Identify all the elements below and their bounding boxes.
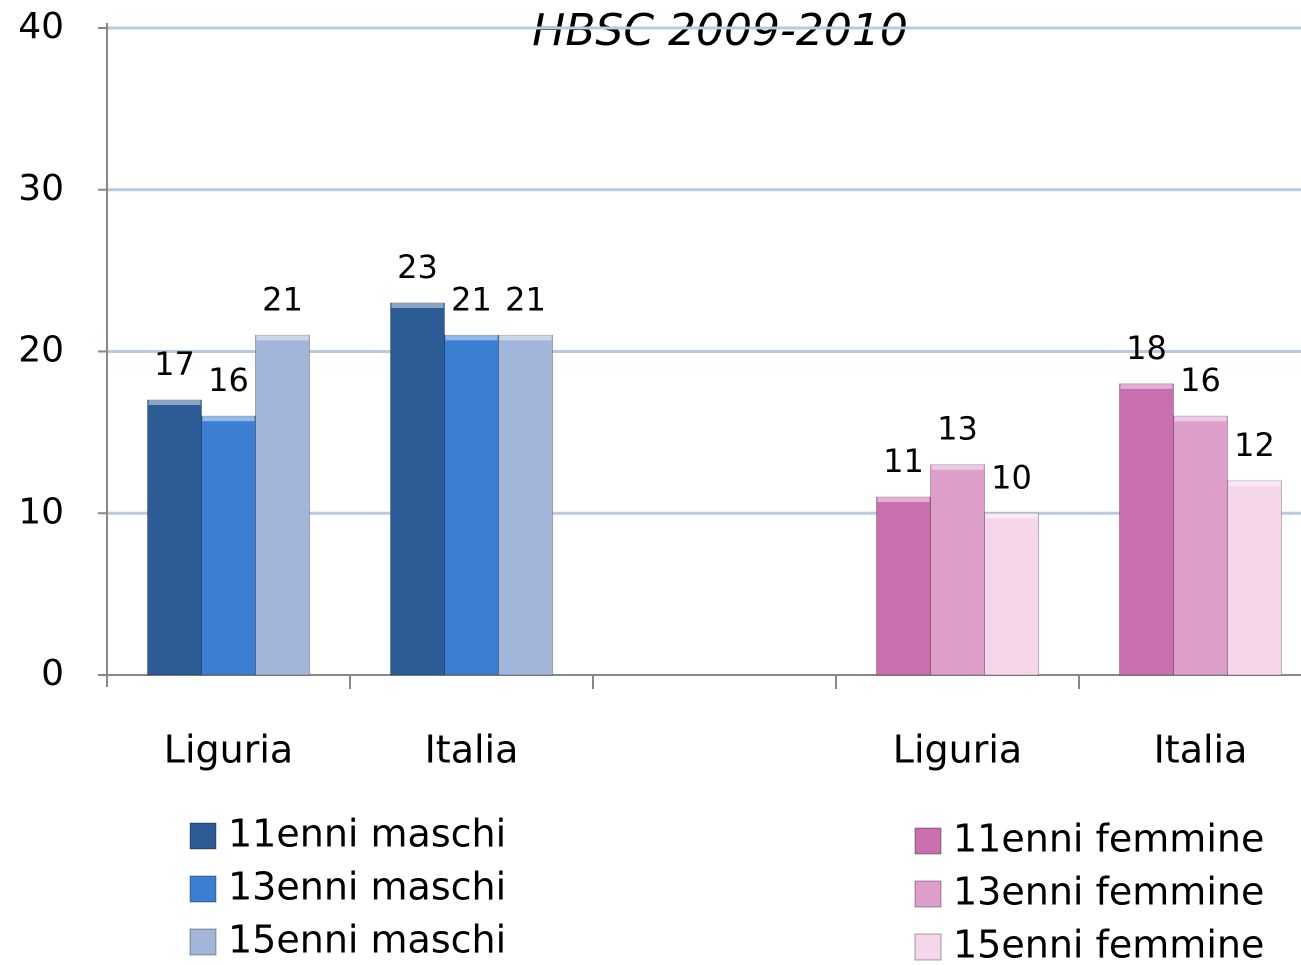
bar-top [1174, 416, 1227, 422]
chart-title: HBSC 2009-2010 [532, 5, 908, 56]
legend-swatch [189, 875, 217, 903]
y-tick-label: 40 [18, 6, 64, 47]
bar-top [499, 335, 552, 341]
legend-swatch [189, 822, 217, 850]
value-label: 13 [937, 410, 978, 448]
bar-top [148, 400, 201, 406]
y-tick-label: 10 [18, 491, 64, 532]
bar [930, 464, 985, 676]
value-label: 11 [883, 442, 924, 480]
x-tick-label: Italia [1154, 728, 1248, 772]
x-tick-label: Liguria [893, 728, 1022, 772]
y-tick-label: 20 [18, 330, 64, 371]
value-label: 16 [1180, 361, 1221, 399]
bar-top [1120, 383, 1173, 389]
value-label: 18 [1126, 329, 1167, 367]
value-label: 16 [208, 361, 249, 399]
legend-label: 13enni maschi [228, 865, 506, 909]
bar-top [256, 335, 309, 341]
bar [1119, 383, 1174, 676]
legend-label: 15enni maschi [228, 918, 506, 962]
bar [201, 415, 256, 676]
bar [147, 399, 202, 676]
y-tick-label: 30 [18, 168, 64, 209]
value-label: 21 [505, 280, 546, 318]
bar-top [985, 513, 1038, 519]
legend-swatch [189, 928, 217, 956]
legend-label: 15enni femmine [953, 923, 1264, 965]
value-label: 10 [991, 458, 1032, 496]
legend-label: 13enni femmine [953, 870, 1264, 914]
bar [876, 496, 931, 676]
y-tick-label: 0 [41, 653, 64, 694]
value-label: 23 [397, 248, 438, 286]
x-tick-label: Italia [425, 728, 519, 772]
legend-swatch [914, 933, 942, 961]
legend-swatch [914, 827, 942, 855]
legend-swatch [914, 880, 942, 908]
bar-top [445, 335, 498, 341]
legend-label: 11enni femmine [953, 817, 1264, 861]
bar [390, 302, 445, 676]
value-label: 17 [154, 345, 195, 383]
bar [1227, 480, 1282, 676]
bar [498, 334, 553, 676]
bar [444, 334, 499, 676]
x-tick-label: Liguria [164, 728, 293, 772]
bar-top [391, 302, 444, 308]
bar [255, 334, 310, 676]
value-label: 21 [451, 280, 492, 318]
value-label: 21 [262, 280, 303, 318]
bar-top [931, 464, 984, 470]
bar-top [202, 416, 255, 422]
value-label: 12 [1234, 426, 1275, 464]
bar [1173, 415, 1228, 676]
bar-top [877, 497, 930, 503]
bar [984, 512, 1039, 676]
bar-top [1228, 480, 1281, 486]
legend-label: 11enni maschi [228, 812, 506, 856]
